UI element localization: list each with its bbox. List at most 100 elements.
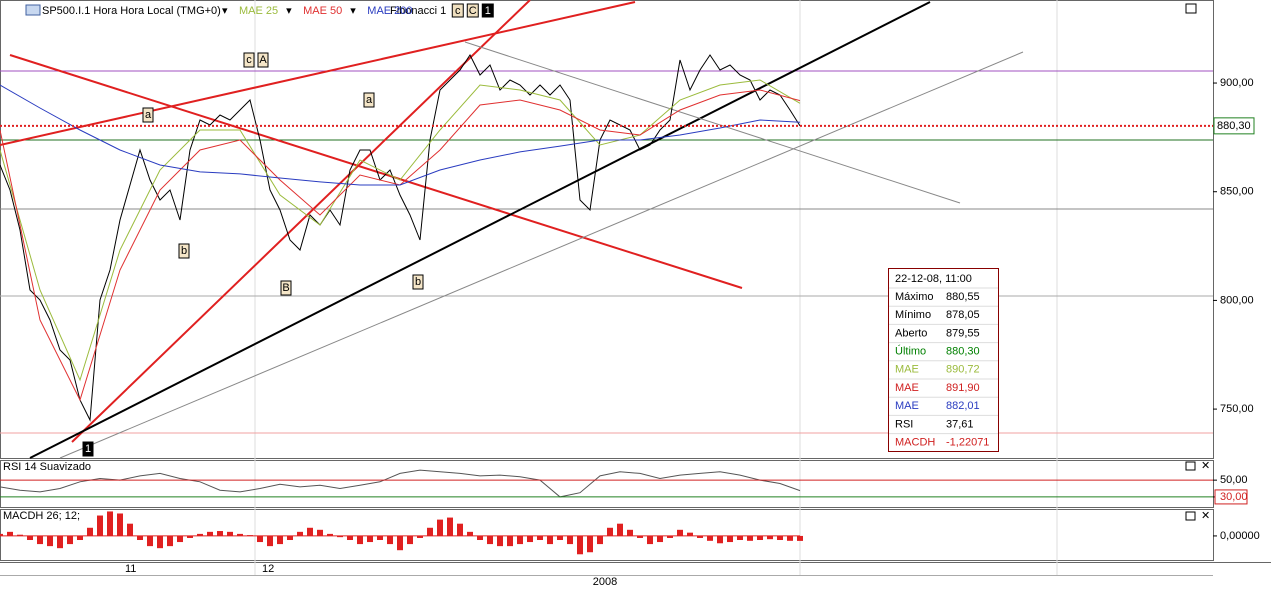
panel-title: RSI 14 Suavizado xyxy=(3,461,91,473)
annotation-box xyxy=(280,280,292,296)
histogram-bar xyxy=(307,527,313,536)
histogram-bar xyxy=(497,535,503,547)
toolbar: SP500.I.1 Hora Hora Local (TMG+0) Fibona… xyxy=(25,3,1210,522)
trend-line xyxy=(71,0,531,443)
annotation: B xyxy=(282,282,289,294)
histogram-bar xyxy=(747,535,753,541)
legend-entry[interactable]: MAE 200 xyxy=(367,5,412,17)
legend-entry[interactable]: MAE 50 xyxy=(303,5,342,17)
histogram-bar xyxy=(727,535,733,543)
info-label: MAE xyxy=(895,400,919,412)
toolbar-button-label[interactable]: c xyxy=(455,5,461,17)
histogram-bar xyxy=(377,535,383,541)
histogram-bar xyxy=(127,523,133,536)
legend-dot: ▾ xyxy=(286,5,292,17)
histogram-bar xyxy=(257,535,263,543)
histogram-bar xyxy=(157,535,163,549)
histogram-bar xyxy=(87,527,93,536)
histogram-bar xyxy=(187,535,193,538)
histogram-bar xyxy=(547,535,553,545)
histogram-bar xyxy=(347,535,353,541)
study-label[interactable]: Fibonacci 1 xyxy=(390,5,446,17)
info-label: RSI xyxy=(895,418,913,430)
annotation: A xyxy=(259,54,267,66)
legend-entry[interactable]: MAE 25 xyxy=(239,5,278,17)
y-tick-label: 50,00 xyxy=(1220,474,1248,486)
histogram-bar xyxy=(697,535,703,538)
histogram-bar xyxy=(47,535,53,547)
histogram-bar xyxy=(767,535,773,540)
annotation: a xyxy=(145,109,152,121)
time-label: 2008 xyxy=(593,576,617,588)
histogram-bar xyxy=(557,535,563,541)
histogram-bar xyxy=(277,535,283,545)
plot xyxy=(0,54,803,555)
info-value: 880,55 xyxy=(946,291,980,303)
info-value: 37,61 xyxy=(946,418,974,430)
maximize-button[interactable] xyxy=(1185,461,1196,471)
histogram-bar xyxy=(67,535,73,545)
histogram-bar xyxy=(417,535,423,538)
info-label: MAE xyxy=(895,364,919,376)
histogram-bar xyxy=(437,519,443,536)
info-value: 891,90 xyxy=(946,382,980,394)
histogram-bar xyxy=(617,523,623,536)
toolbar-button[interactable] xyxy=(481,3,494,18)
info-box: 22-12-08, 11:00 xyxy=(888,268,999,452)
trend-lines xyxy=(0,0,1024,459)
info-value: 879,55 xyxy=(946,327,980,339)
histogram-bar xyxy=(287,535,293,541)
toolbar-button[interactable] xyxy=(466,3,479,18)
histogram-bar xyxy=(97,515,103,536)
toolbar-button[interactable] xyxy=(451,3,464,18)
histogram-bar xyxy=(627,529,633,536)
histogram-bar xyxy=(737,535,743,541)
y-tick-label: 900,00 xyxy=(1220,77,1254,89)
annotation-box xyxy=(412,274,424,290)
histogram-bar xyxy=(137,535,143,541)
histogram-bar xyxy=(267,535,273,547)
symbol-label[interactable]: SP500.I.1 Hora Hora Local (TMG+0) xyxy=(42,5,221,17)
info-value: -1,22071 xyxy=(946,437,989,449)
histogram-bar xyxy=(607,527,613,536)
histogram-bar xyxy=(647,535,653,545)
histogram-bar xyxy=(217,531,223,536)
histogram-bar xyxy=(477,535,483,541)
histogram-bar xyxy=(687,532,693,536)
histogram-bar xyxy=(717,535,723,544)
histogram-bar xyxy=(7,531,13,536)
maximize-button[interactable] xyxy=(1185,3,1197,14)
histogram-bar xyxy=(337,535,343,538)
moving-average xyxy=(0,84,801,186)
histogram-bar xyxy=(677,529,683,536)
histogram-bar xyxy=(487,535,493,545)
toolbar-button-label[interactable]: C xyxy=(469,5,477,17)
histogram-bar xyxy=(637,535,643,538)
histogram-bar xyxy=(147,535,153,547)
histogram-bar xyxy=(457,523,463,536)
histogram-bar xyxy=(197,533,203,536)
maximize-button[interactable] xyxy=(1185,511,1196,521)
info-value: 880,30 xyxy=(946,346,980,358)
annotation: c xyxy=(246,54,252,66)
info-label: Mínimo xyxy=(895,309,931,321)
info-value: 890,72 xyxy=(946,364,980,376)
symbol-icon[interactable] xyxy=(25,4,41,16)
y-tick-label: 850,00 xyxy=(1220,186,1254,198)
histogram-bar xyxy=(787,535,793,541)
histogram-bar xyxy=(27,535,33,541)
y-tick-label: 0,00000 xyxy=(1220,530,1260,542)
toolbar-button-label[interactable]: 1 xyxy=(485,5,491,17)
close-button[interactable]: ✕ xyxy=(1201,510,1210,522)
info-value: 882,01 xyxy=(946,400,980,412)
histogram-bar xyxy=(117,513,123,536)
annotation: b xyxy=(181,245,187,257)
trend-line xyxy=(9,54,743,289)
y-tick-label: 800,00 xyxy=(1220,294,1254,306)
info-label: Aberto xyxy=(895,327,927,339)
annotation: a xyxy=(366,94,373,106)
histogram-bar xyxy=(527,535,533,543)
histogram-bar xyxy=(657,535,663,543)
close-button[interactable]: ✕ xyxy=(1201,460,1210,472)
